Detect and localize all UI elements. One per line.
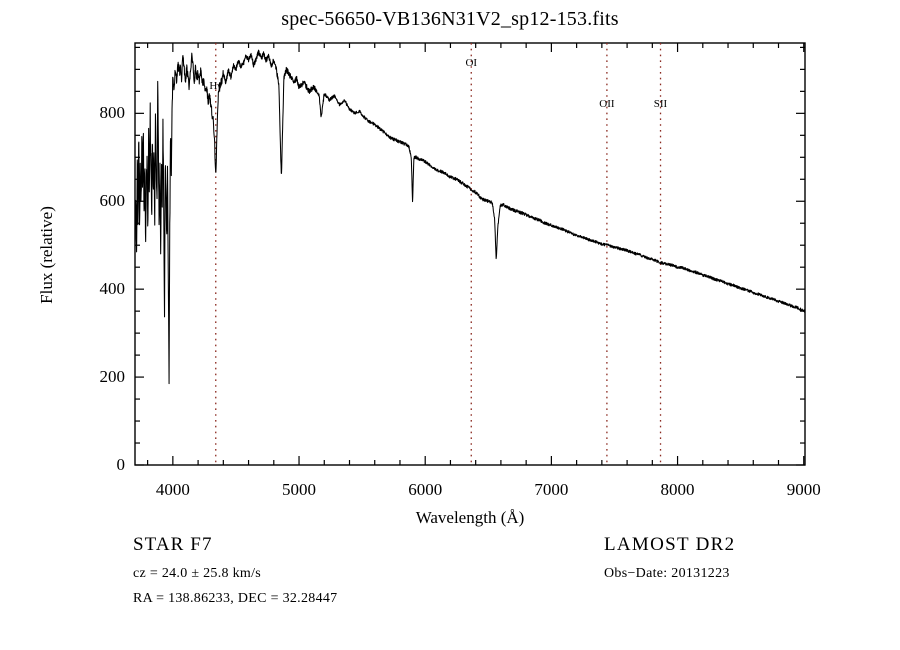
- y-tick-label: 600: [99, 191, 126, 211]
- line-marker-label-SII: SII: [653, 97, 668, 110]
- x-tick-label: 7000: [534, 480, 569, 499]
- object-class: STAR F7: [133, 534, 213, 555]
- survey-name: LAMOST DR2: [604, 534, 736, 555]
- x-tick-label: 5000: [282, 480, 317, 499]
- observation-date: Obs−Date: 20131223: [604, 566, 730, 581]
- x-tick-label: 4000: [155, 480, 190, 499]
- line-marker-label-OI: OI: [465, 57, 478, 70]
- x-axis-label: Wavelength (Å): [415, 508, 525, 527]
- x-tick-label: 6000: [408, 480, 443, 499]
- page-title: spec-56650-VB136N31V2_sp12-153.fits: [281, 8, 619, 30]
- x-tick-label: 9000: [786, 480, 821, 499]
- object-info-block: STAR F7 cz = 24.0 ± 25.8 km/s RA = 138.8…: [133, 534, 337, 616]
- survey-info-block: LAMOST DR2 Obs−Date: 20131223: [604, 534, 735, 591]
- y-axis-label: Flux (relative): [37, 206, 56, 304]
- y-tick-label: 200: [99, 367, 126, 387]
- spectrum-trace: [134, 49, 806, 385]
- y-tick-label: 400: [99, 279, 126, 299]
- y-tick-label: 0: [116, 455, 126, 474]
- redshift-velocity: cz = 24.0 ± 25.8 km/s: [133, 566, 262, 581]
- line-marker-label-Hγ: Hγ: [209, 79, 223, 92]
- line-marker-label-OII: OII: [599, 97, 615, 110]
- coordinates: RA = 138.86233, DEC = 32.28447: [133, 591, 338, 606]
- y-tick-label: 800: [99, 103, 126, 123]
- plot-frame: [134, 42, 806, 466]
- x-tick-label: 8000: [660, 480, 695, 499]
